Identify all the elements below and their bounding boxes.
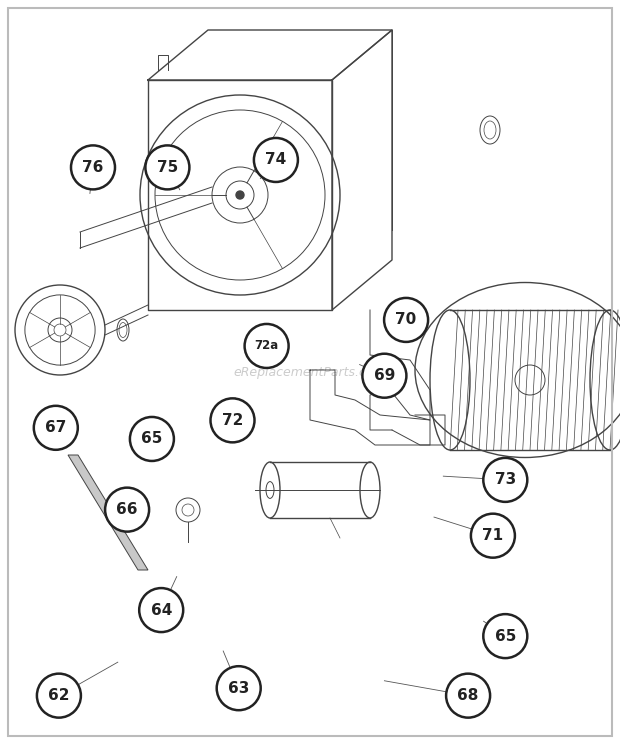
Text: 72a: 72a bbox=[254, 339, 279, 353]
Text: 68: 68 bbox=[458, 688, 479, 703]
Circle shape bbox=[146, 145, 189, 190]
Circle shape bbox=[105, 487, 149, 532]
Text: 72: 72 bbox=[222, 413, 243, 428]
Circle shape bbox=[140, 588, 183, 632]
Text: 65: 65 bbox=[141, 432, 162, 446]
Circle shape bbox=[484, 614, 527, 658]
Text: 73: 73 bbox=[495, 472, 516, 487]
Text: 62: 62 bbox=[48, 688, 69, 703]
Text: 75: 75 bbox=[157, 160, 178, 175]
Circle shape bbox=[34, 405, 78, 450]
Text: eReplacementParts.com: eReplacementParts.com bbox=[234, 365, 386, 379]
Text: 74: 74 bbox=[265, 153, 286, 167]
Circle shape bbox=[471, 513, 515, 558]
Circle shape bbox=[236, 191, 244, 199]
Circle shape bbox=[446, 673, 490, 718]
Text: 76: 76 bbox=[82, 160, 104, 175]
Text: 67: 67 bbox=[45, 420, 66, 435]
Circle shape bbox=[363, 353, 406, 398]
Circle shape bbox=[211, 398, 254, 443]
Circle shape bbox=[37, 673, 81, 718]
Text: 71: 71 bbox=[482, 528, 503, 543]
Circle shape bbox=[217, 666, 260, 711]
Text: 70: 70 bbox=[396, 312, 417, 327]
Text: 63: 63 bbox=[228, 681, 249, 696]
Circle shape bbox=[71, 145, 115, 190]
Circle shape bbox=[254, 138, 298, 182]
Circle shape bbox=[384, 298, 428, 342]
Text: 69: 69 bbox=[374, 368, 395, 383]
Circle shape bbox=[245, 324, 288, 368]
Circle shape bbox=[130, 417, 174, 461]
Text: 65: 65 bbox=[495, 629, 516, 644]
Text: 64: 64 bbox=[151, 603, 172, 618]
Polygon shape bbox=[68, 455, 148, 570]
Circle shape bbox=[484, 458, 527, 502]
Text: 66: 66 bbox=[117, 502, 138, 517]
